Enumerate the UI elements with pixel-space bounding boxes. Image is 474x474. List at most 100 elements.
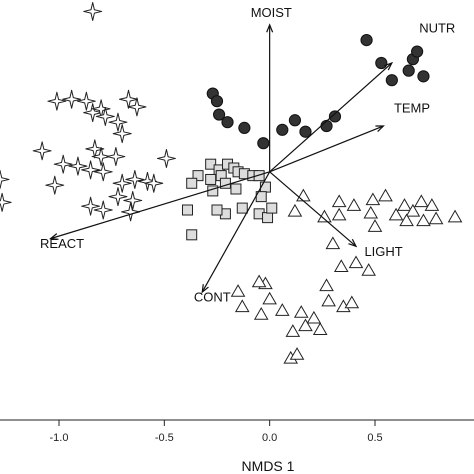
square-point — [262, 212, 274, 224]
circle-point — [385, 74, 398, 87]
triangle-point — [285, 324, 301, 337]
star-point — [119, 89, 139, 109]
square-point — [266, 202, 278, 214]
vector-react — [50, 171, 270, 240]
vector-label-moist: MOIST — [251, 5, 292, 20]
star-point — [45, 175, 65, 195]
square-point — [192, 170, 204, 182]
x-tick-label: -1.0 — [50, 432, 69, 444]
triangle-point — [397, 198, 412, 211]
circle-point — [360, 33, 373, 47]
star-point — [127, 97, 147, 117]
triangle-point — [428, 211, 444, 225]
triangle-point — [367, 219, 383, 232]
star-point — [76, 91, 96, 111]
square-point — [205, 173, 217, 185]
circle-point — [210, 95, 224, 108]
circle-point — [328, 110, 342, 123]
triangle-point — [416, 213, 431, 227]
triangle-point — [319, 278, 334, 292]
triangle-point — [388, 207, 404, 221]
square-point — [230, 183, 242, 195]
triangle-point — [414, 194, 429, 208]
star-point — [83, 1, 103, 21]
star-point — [95, 106, 115, 126]
square-point — [205, 158, 217, 170]
triangle-point — [424, 198, 440, 211]
star-point — [0, 192, 12, 212]
vector-light — [269, 171, 357, 247]
triangle-point — [405, 203, 421, 217]
triangle-point — [262, 291, 277, 305]
triangle-point — [289, 347, 305, 360]
star-point — [137, 171, 157, 191]
star-point — [32, 141, 52, 161]
triangle-point — [234, 299, 250, 313]
vector-cont — [201, 171, 271, 293]
star-point — [62, 89, 82, 109]
star-point — [108, 187, 128, 207]
triangle-point — [306, 310, 322, 324]
circle-point — [212, 108, 226, 121]
x-axis: -1.0 -0.5 0.0 0.5 — [0, 419, 474, 444]
triangle-point — [331, 207, 347, 221]
circle-point — [417, 70, 430, 83]
vector-label-nutr: NUTR — [419, 20, 455, 35]
square-point — [207, 185, 219, 197]
star-point — [106, 147, 126, 167]
star-point — [81, 196, 101, 216]
triangle-point — [287, 203, 303, 217]
vector-arrowhead-light — [348, 238, 358, 248]
triangle-point — [361, 263, 376, 276]
circle-point — [288, 114, 302, 127]
star-point — [93, 200, 113, 220]
star-point — [121, 202, 141, 222]
star-point — [0, 169, 10, 189]
star-point — [83, 103, 103, 123]
triangle-point — [399, 213, 414, 227]
sample-points — [0, 1, 463, 364]
square-point — [211, 204, 223, 216]
circle-point — [257, 137, 270, 150]
vector-nutr — [269, 62, 393, 173]
circle-point — [221, 116, 234, 129]
star-point — [108, 112, 128, 132]
triangle-point — [230, 284, 246, 297]
square-point — [186, 229, 198, 241]
star-point — [53, 154, 73, 174]
star-point — [81, 160, 101, 180]
triangle-point — [378, 188, 393, 202]
vector-label-light: LIGHT — [364, 244, 402, 259]
circle-point — [411, 45, 424, 58]
vector-temp — [269, 125, 384, 173]
square-point — [259, 181, 271, 193]
square-point — [236, 202, 248, 214]
x-tick-label: -0.5 — [155, 432, 174, 444]
triangle-point — [365, 192, 381, 206]
circle-point — [299, 125, 312, 138]
circle-point — [402, 64, 415, 77]
vector-label-cont: CONT — [194, 290, 231, 305]
triangle-point — [293, 305, 309, 318]
triangle-point — [333, 259, 349, 272]
triangle-point — [447, 209, 463, 223]
star-point — [112, 124, 132, 144]
triangle-point — [298, 318, 313, 332]
star-point — [91, 147, 111, 167]
triangle-point — [348, 255, 364, 269]
star-point — [47, 91, 67, 111]
vector-arrowhead-moist — [266, 23, 274, 33]
vector-arrowhead-react — [49, 233, 59, 240]
circle-point — [238, 121, 251, 135]
x-tick-label: 0.0 — [262, 432, 277, 444]
triangle-point — [344, 295, 360, 309]
star-point — [125, 169, 145, 189]
star-point — [112, 173, 132, 193]
triangle-point — [331, 194, 347, 208]
star-point — [144, 173, 164, 193]
vector-label-temp: TEMP — [394, 101, 430, 116]
triangle-point — [321, 293, 336, 307]
triangle-point — [363, 205, 379, 219]
star-point — [85, 139, 105, 159]
